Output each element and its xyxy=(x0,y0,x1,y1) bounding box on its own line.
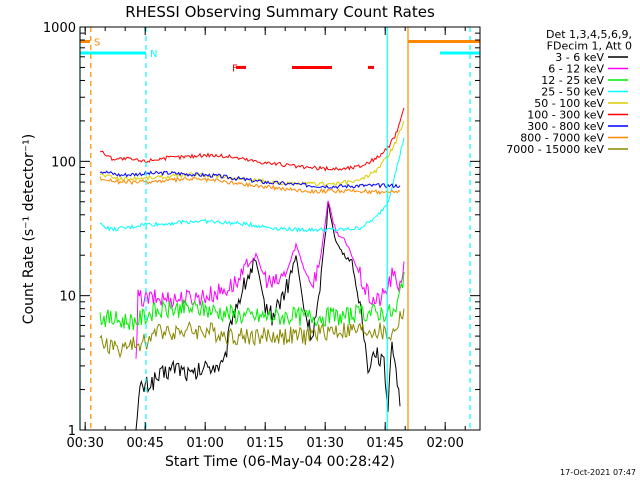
legend-entry-label: 300 - 800 keV xyxy=(527,120,604,133)
series-layer xyxy=(99,107,405,431)
plot-frame xyxy=(79,26,481,431)
timestamp: 17-Oct-2021 07:47 xyxy=(560,468,636,477)
flag-label: N xyxy=(150,49,157,60)
legend: Det 1,3,4,5,6,9,FDecim 1, Att 03 - 6 keV… xyxy=(506,28,632,156)
x-tick-label: 01:30 xyxy=(306,436,343,451)
x-tick-label: 01:00 xyxy=(186,436,223,451)
legend-entry-label: 25 - 50 keV xyxy=(541,86,604,99)
series-line xyxy=(99,170,401,190)
y-tick-label: 10 xyxy=(59,290,76,305)
chart-title: RHESSI Observing Summary Count Rates xyxy=(125,3,435,21)
x-axis-label: Start Time (06-May-04 00:28:42) xyxy=(165,454,395,470)
x-tick-label: 01:45 xyxy=(366,436,403,451)
legend-entry-label: 12 - 25 keV xyxy=(541,74,604,87)
x-tick-label: 00:30 xyxy=(66,436,103,451)
legend-entry-label: 100 - 300 keV xyxy=(527,109,604,122)
series-line xyxy=(99,271,405,331)
series-line xyxy=(99,107,405,172)
y-tick-label: 1000 xyxy=(43,21,76,36)
axis-layer: 00:30 00:45 01:00 01:15 01:30 01:45 02:00 1 10 10… xyxy=(43,21,480,451)
x-tick-label: 01:15 xyxy=(246,436,283,451)
legend-header: Det 1,3,4,5,6,9, xyxy=(546,28,632,41)
legend-entry-label: 800 - 7000 keV xyxy=(520,132,604,145)
series-line xyxy=(99,308,405,359)
legend-header: FDecim 1, Att 0 xyxy=(547,40,632,53)
series-line xyxy=(99,120,405,187)
series-line xyxy=(99,137,405,233)
series-line xyxy=(99,176,401,195)
legend-entry-label: 50 - 100 keV xyxy=(534,97,604,110)
flag-label: F xyxy=(232,63,238,74)
legend-entry-label: 3 - 6 keV xyxy=(555,51,604,64)
y-tick-label: 1 xyxy=(68,424,76,439)
series-line xyxy=(135,200,405,359)
y-axis-label: Count Rate (s⁻¹ detector⁻¹) xyxy=(21,134,37,324)
legend-entry-label: 7000 - 15000 keV xyxy=(506,143,604,156)
x-tick-label: 00:45 xyxy=(126,436,163,451)
x-tick-label: 02:00 xyxy=(426,436,463,451)
y-tick-label: 100 xyxy=(51,155,76,170)
flag-label: S xyxy=(94,37,100,48)
legend-entry-label: 6 - 12 keV xyxy=(548,63,604,76)
